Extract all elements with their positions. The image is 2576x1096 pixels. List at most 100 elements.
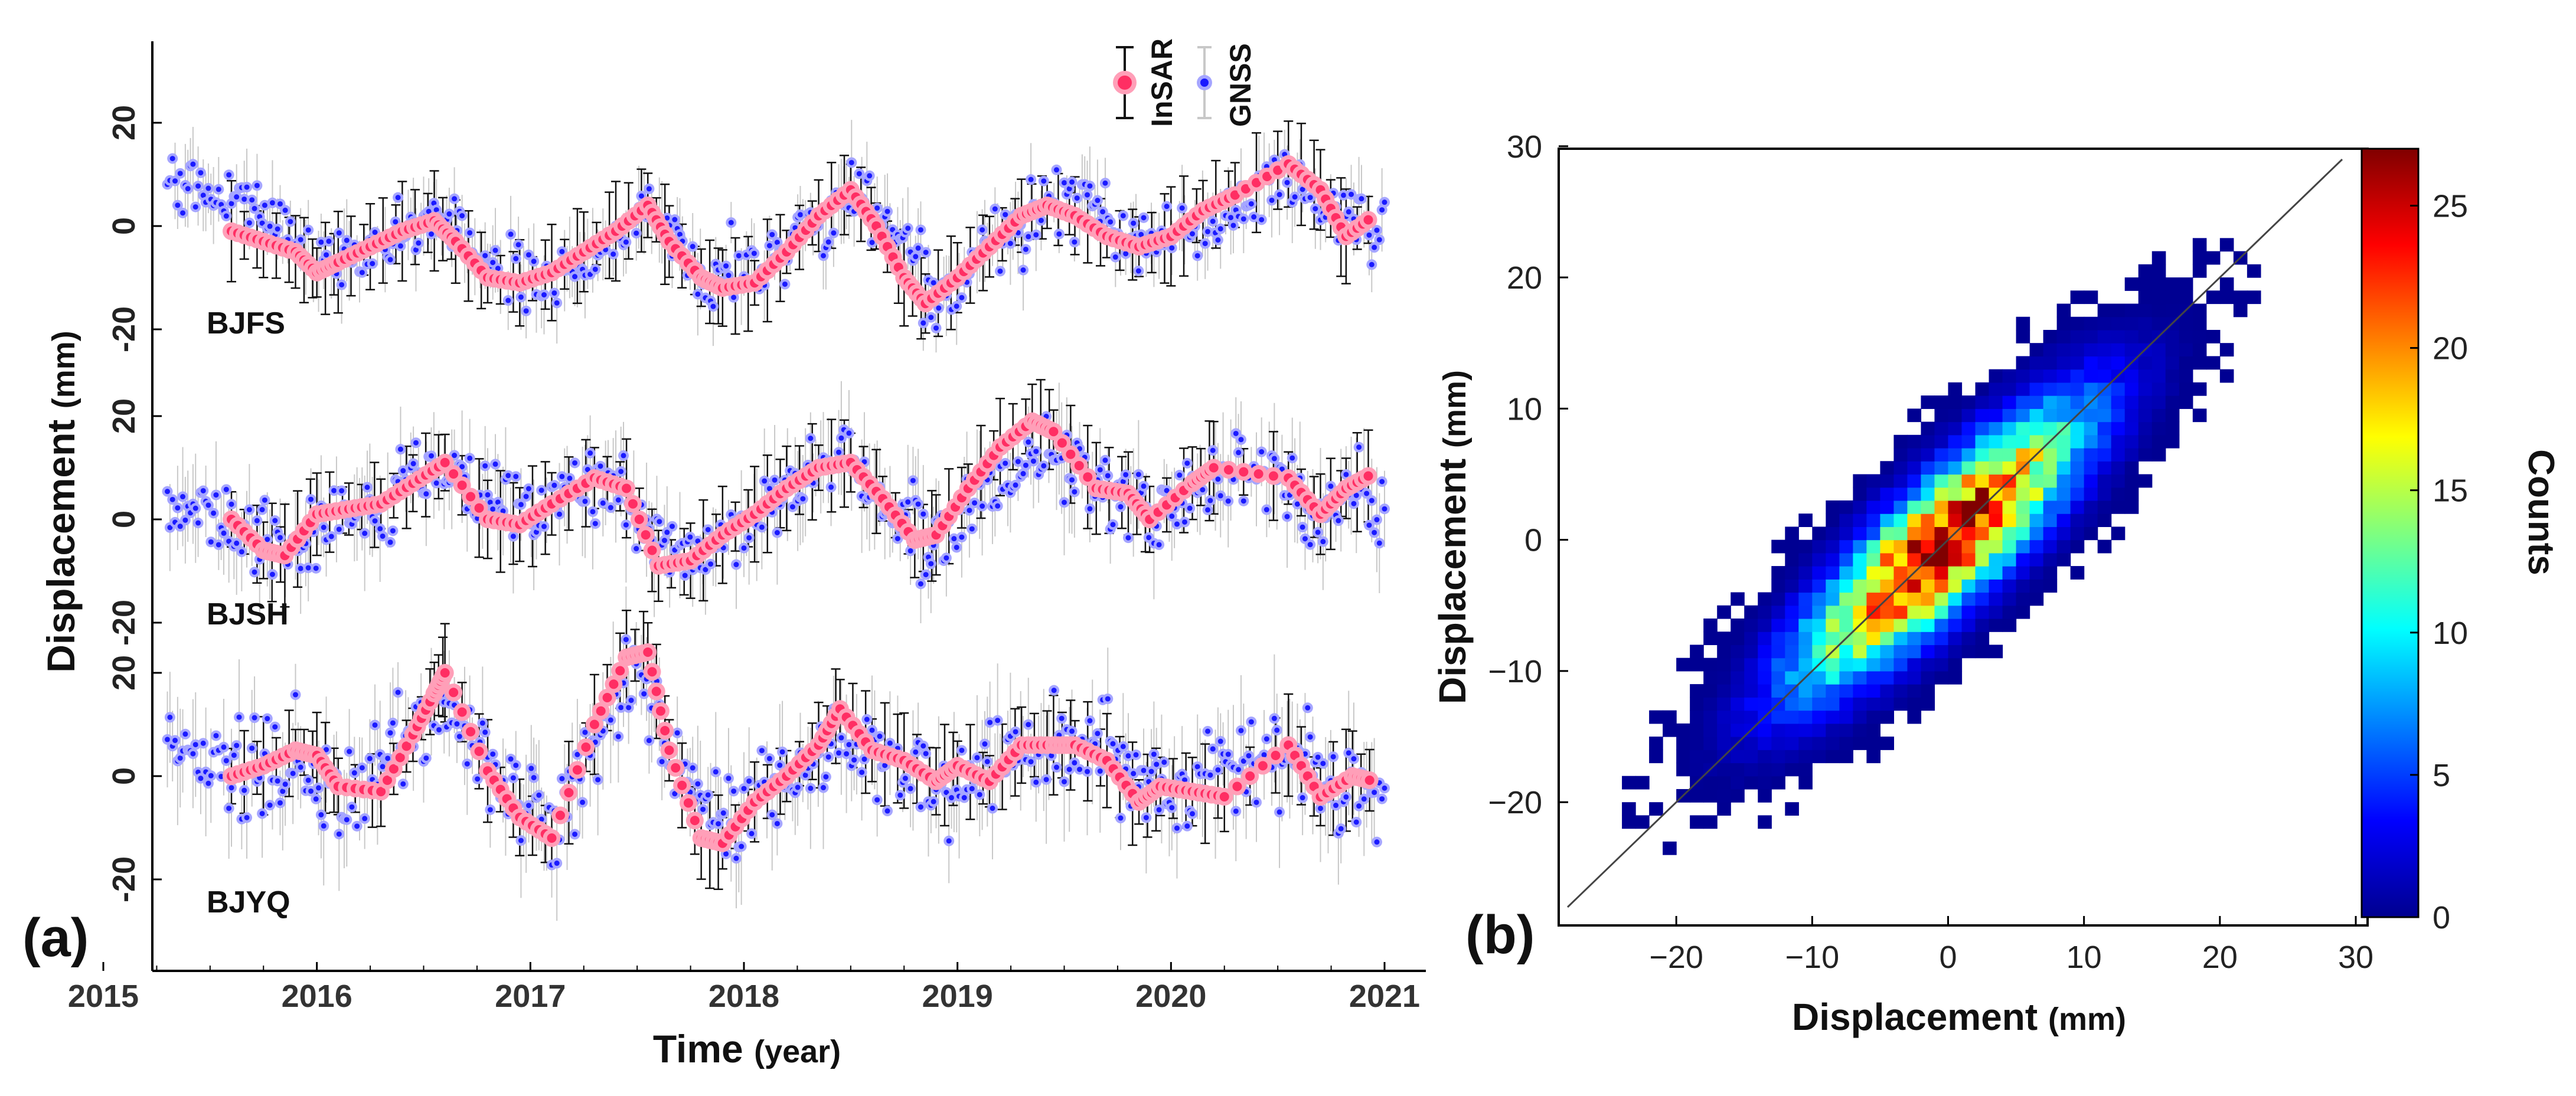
- gnss-point: [920, 320, 926, 326]
- gnss-point: [884, 808, 890, 814]
- gnss-point: [1269, 197, 1275, 203]
- gnss-point: [905, 499, 911, 505]
- gnss-point: [1174, 825, 1180, 831]
- gnss-point: [1261, 752, 1267, 758]
- gnss-point: [723, 263, 729, 269]
- gnss-point: [1215, 767, 1221, 773]
- gnss-point: [1069, 728, 1075, 734]
- gnss-point: [695, 291, 701, 297]
- gnss-point: [1248, 201, 1254, 207]
- gnss-point: [1305, 705, 1311, 711]
- gnss-point: [1087, 506, 1093, 512]
- gnss-point: [223, 758, 229, 764]
- gnss-point: [354, 823, 360, 829]
- gnss-point: [590, 509, 596, 515]
- gnss-point: [1100, 209, 1106, 215]
- gnss-point: [1210, 218, 1216, 224]
- gnss-point: [608, 717, 613, 723]
- gnss-point: [423, 491, 429, 497]
- gnss-point: [920, 511, 926, 517]
- gnss-point: [1233, 430, 1239, 436]
- gnss-point: [1108, 219, 1114, 225]
- gnss-point: [234, 540, 240, 546]
- gnss-point: [943, 555, 949, 561]
- gnss-point: [513, 256, 519, 261]
- gnss-point: [272, 724, 278, 730]
- gnss-point: [293, 692, 298, 698]
- gnss-point: [782, 281, 788, 287]
- gnss-point: [282, 207, 288, 213]
- gnss-point: [731, 295, 737, 300]
- gnss-point: [1072, 760, 1078, 765]
- gnss-point: [318, 812, 324, 818]
- gnss-point: [797, 212, 803, 218]
- gnss-point: [1346, 209, 1351, 215]
- gnss-point: [674, 730, 680, 736]
- gnss-point: [1069, 477, 1075, 483]
- gnss-point: [397, 446, 403, 452]
- gnss-point: [1359, 196, 1364, 202]
- gnss-point: [513, 763, 519, 768]
- gnss-point: [433, 480, 439, 486]
- gnss-point: [831, 230, 837, 236]
- gnss-point: [182, 731, 188, 737]
- gnss-point: [508, 756, 514, 762]
- gnss-point: [277, 535, 283, 541]
- gnss-point: [1318, 806, 1323, 812]
- gnss-point: [844, 751, 850, 757]
- gnss-point: [821, 253, 827, 259]
- gnss-point: [574, 751, 580, 757]
- gnss-point: [487, 499, 493, 505]
- gnss-point: [931, 280, 936, 286]
- gnss-point: [1366, 522, 1372, 528]
- gnss-point: [646, 186, 652, 192]
- gnss-point: [915, 501, 921, 507]
- gnss-point: [393, 219, 399, 225]
- gnss-point: [907, 548, 913, 554]
- gnss-point: [736, 253, 742, 259]
- gnss-point: [821, 785, 827, 791]
- gnss-point: [249, 197, 255, 203]
- gnss-point: [949, 795, 955, 801]
- gnss-point: [992, 206, 998, 212]
- gnss-point: [177, 171, 183, 176]
- gnss-point: [244, 184, 250, 190]
- gnss-point: [269, 200, 275, 206]
- gnss-point: [321, 823, 327, 829]
- gnss-point: [387, 539, 393, 545]
- gnss-point: [288, 218, 293, 224]
- gnss-point: [180, 210, 186, 216]
- gnss-point: [915, 245, 921, 251]
- gnss-point: [298, 764, 303, 770]
- gnss-point: [1313, 206, 1318, 212]
- gnss-point: [175, 202, 181, 208]
- gnss-point: [1263, 736, 1269, 742]
- gnss-point: [452, 453, 458, 459]
- gnss-point: [716, 821, 721, 827]
- gnss-point: [482, 253, 488, 259]
- gnss-point: [538, 816, 544, 822]
- gnss-point: [846, 430, 852, 436]
- gnss-point: [559, 248, 565, 254]
- gnss-point: [510, 534, 516, 539]
- gnss-point: [328, 534, 334, 539]
- gnss-point: [185, 186, 191, 192]
- gnss-point: [218, 774, 224, 780]
- gnss-point: [687, 534, 693, 540]
- gnss-point: [1240, 758, 1246, 764]
- gnss-point: [610, 251, 616, 257]
- gnss-point: [1105, 473, 1111, 479]
- gnss-point: [1056, 231, 1062, 237]
- gnss-point: [262, 202, 267, 208]
- gnss-point: [1133, 752, 1139, 758]
- gnss-point: [618, 469, 624, 475]
- gnss-point: [1181, 519, 1187, 525]
- gnss-point: [1364, 490, 1370, 496]
- gnss-point: [226, 172, 232, 178]
- gnss-point: [262, 497, 267, 503]
- gnss-point: [774, 240, 780, 246]
- gnss-point: [505, 473, 511, 479]
- gnss-point: [531, 775, 537, 781]
- gnss-point: [1284, 179, 1290, 185]
- gnss-point: [228, 501, 234, 507]
